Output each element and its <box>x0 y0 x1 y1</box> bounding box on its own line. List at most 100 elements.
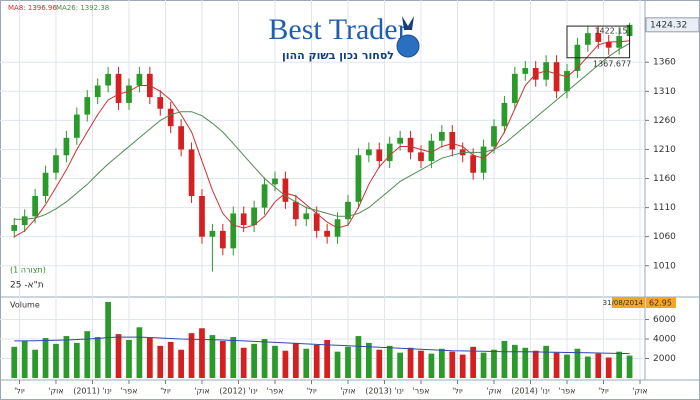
candle-body <box>105 73 111 86</box>
candle-body <box>115 73 122 103</box>
candle-body <box>272 178 278 185</box>
volume-bar <box>42 338 49 378</box>
volume-bar <box>574 348 581 378</box>
candle-body <box>397 137 403 144</box>
volume-bar <box>126 339 132 378</box>
candle-body <box>251 207 257 226</box>
x-tick-label: אוק' <box>48 387 63 396</box>
volume-bar <box>199 328 205 378</box>
candle-body <box>553 62 560 92</box>
volume-bar <box>146 338 153 378</box>
volume-bar <box>53 343 59 378</box>
candle-body <box>63 137 70 156</box>
volume-bar <box>564 354 570 378</box>
x-tick-label: אפר' <box>266 387 283 396</box>
volume-bar <box>480 352 487 378</box>
candle-body <box>605 41 612 48</box>
range-high-label: 1422.15 <box>594 27 627 36</box>
volume-bar <box>188 333 195 378</box>
x-tick-label: יול' <box>14 387 25 396</box>
volume-bar <box>94 337 101 378</box>
volume-bar <box>428 353 435 378</box>
volume-bar <box>251 343 257 378</box>
x-tick-label: אוק' <box>486 387 501 396</box>
candle-body <box>376 149 383 162</box>
x-tick-label: ינו' (2014) <box>511 387 550 396</box>
x-tick-label: יול' <box>452 387 463 396</box>
volume-bar <box>84 331 91 378</box>
candle-body <box>491 126 497 147</box>
y-tick-label: 1110 <box>653 203 676 213</box>
candle-body <box>386 143 393 162</box>
volume-bar <box>501 340 508 378</box>
volume-bar <box>397 352 403 378</box>
candle-body <box>511 73 518 103</box>
volume-bar <box>230 337 237 378</box>
volume-bar <box>261 339 268 378</box>
candle-body <box>303 213 310 220</box>
candle-body <box>438 132 445 141</box>
range-box <box>566 25 631 59</box>
volume-bar <box>470 346 477 378</box>
logo-figure <box>402 16 414 30</box>
volume-bar <box>532 350 539 378</box>
range-low-label: 1367.677 <box>593 59 631 68</box>
candle-body <box>188 149 195 196</box>
volume-bar <box>543 345 550 378</box>
volume-bar <box>115 334 122 378</box>
candle-body <box>365 149 372 156</box>
y-tick-label: 1310 <box>653 87 676 97</box>
volume-bar <box>21 340 28 378</box>
candle-body <box>178 126 184 150</box>
logo-tagline: לסחור נכון בשוק ההון <box>282 49 394 62</box>
candle-body <box>470 155 477 173</box>
candle-body <box>84 97 91 115</box>
candle-body <box>449 132 456 150</box>
candle-body <box>584 33 591 45</box>
volume-bar <box>334 351 341 378</box>
x-tick-label: אוק' <box>194 387 209 396</box>
candle-body <box>42 172 49 196</box>
y-tick-label: 1360 <box>653 58 676 68</box>
volume-bar <box>282 350 289 378</box>
volume-bar <box>418 350 424 378</box>
candle-body <box>564 70 570 92</box>
candle-body <box>21 216 28 226</box>
volume-bar <box>407 347 414 378</box>
x-tick-label: ינו' (2011) <box>73 387 112 396</box>
x-tick-label: ינו' (2012) <box>219 387 258 396</box>
volume-bar <box>355 336 362 378</box>
candle-body <box>345 201 351 220</box>
x-tick-label: אוק' <box>340 387 355 396</box>
volume-bar <box>272 345 278 378</box>
volume-bar <box>303 348 310 378</box>
volume-bar <box>219 340 226 378</box>
candle-body <box>157 97 164 109</box>
volume-bar <box>449 351 456 378</box>
candle-body <box>167 108 174 127</box>
volume-bar <box>240 347 247 378</box>
volume-bar <box>178 349 184 378</box>
volume-bar <box>626 355 633 378</box>
volume-bar <box>313 344 320 378</box>
config-label: (תצורה 1) <box>10 266 46 275</box>
logo-globe <box>396 34 420 58</box>
y-tick-label: 1010 <box>653 261 676 271</box>
candle-body <box>522 68 529 74</box>
volume-bar <box>11 346 18 378</box>
volume-bar <box>459 354 466 378</box>
candle-body <box>209 230 216 237</box>
x-tick-label: ינו' (2013) <box>365 387 404 396</box>
moving-average <box>14 42 630 220</box>
candle-body <box>418 152 424 162</box>
volume-bar <box>136 327 143 378</box>
volume-bar <box>63 336 70 378</box>
volume-bar <box>553 352 560 378</box>
y-tick-label: 1260 <box>653 116 676 126</box>
candle-body <box>407 137 414 153</box>
date-tag <box>612 297 645 308</box>
logo-title: Best Trader <box>268 13 407 46</box>
volume-bar <box>491 349 497 378</box>
candle-body <box>219 230 226 249</box>
